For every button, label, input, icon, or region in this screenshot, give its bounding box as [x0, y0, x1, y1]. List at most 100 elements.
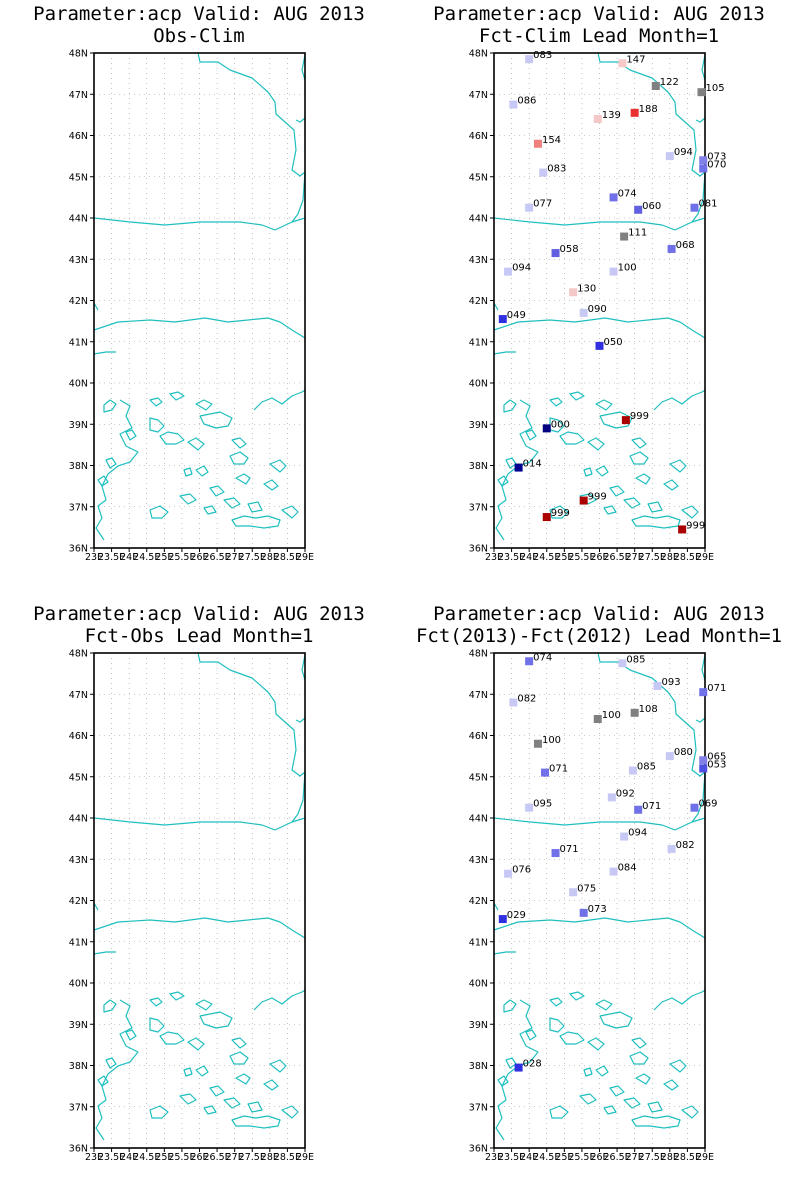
map-gridlines: [94, 53, 305, 548]
station-value-label: 028: [523, 1059, 542, 1070]
coastline: [503, 999, 517, 1013]
coastline: [599, 1011, 633, 1029]
station-marker: [542, 513, 551, 522]
lat-tick-label: 41N: [69, 937, 88, 948]
lat-tick-label: 44N: [469, 814, 488, 825]
coastline: [629, 451, 649, 465]
lon-tick-label: 25E: [155, 1152, 173, 1163]
lat-tick-label: 38N: [69, 461, 88, 472]
lon-tick-label: 26.5E: [204, 552, 231, 563]
station-value-label: 100: [618, 263, 637, 274]
coastline: [149, 505, 169, 519]
lat-tick-label: 36N: [69, 544, 88, 555]
coastline: [203, 505, 217, 515]
station-value-label: 122: [660, 77, 679, 88]
coastline: [291, 771, 306, 823]
lon-tick-label: 23E: [485, 1152, 503, 1163]
coastline: [609, 1085, 625, 1097]
station-marker: [618, 59, 627, 68]
station-value-label: 074: [618, 188, 637, 199]
lon-tick-label: 25E: [555, 1152, 573, 1163]
coastline: [209, 1085, 225, 1097]
lon-tick-label: 27E: [226, 1152, 244, 1163]
coastline: [295, 117, 306, 123]
station-marker: [498, 315, 507, 324]
station-value-label: 092: [616, 788, 635, 799]
station-marker: [690, 803, 699, 812]
station-marker: [514, 463, 523, 472]
station-marker: [690, 203, 699, 212]
lat-tick-label: 46N: [69, 131, 88, 142]
lon-tick-label: 24.5E: [133, 1152, 160, 1163]
station-marker: [540, 768, 549, 777]
lat-tick-label: 39N: [69, 420, 88, 431]
station-marker: [551, 849, 560, 858]
station-value-label: 154: [542, 135, 561, 146]
lat-tick-label: 42N: [469, 896, 488, 907]
station-marker: [525, 55, 534, 64]
coastline: [695, 117, 706, 123]
coastline: [235, 1073, 251, 1085]
lat-tick-label: 47N: [69, 690, 88, 701]
station-marker: [634, 205, 643, 214]
coastline: [635, 473, 651, 485]
coastline: [247, 1101, 263, 1113]
lat-tick-label: 40N: [469, 379, 488, 390]
station-marker: [593, 715, 602, 723]
lat-tick-label: 48N: [69, 649, 88, 660]
lat-tick-label: 41N: [469, 337, 488, 348]
coastline: [579, 1093, 597, 1105]
station-value-label: 085: [626, 654, 645, 665]
lat-tick-label: 37N: [469, 502, 488, 513]
station-marker: [533, 139, 542, 148]
station-marker: [609, 267, 618, 276]
lat-tick-label: 41N: [469, 937, 488, 948]
station-value-label: 075: [577, 883, 596, 894]
coastline: [647, 1101, 663, 1113]
station-marker: [533, 739, 542, 748]
lon-tick-label: 26E: [590, 1152, 608, 1163]
coastline: [103, 399, 117, 413]
coastline: [525, 429, 537, 441]
station-marker: [665, 752, 674, 761]
station-marker: [607, 793, 616, 802]
lon-tick-label: 29E: [696, 1152, 714, 1163]
coastline: [169, 991, 185, 1001]
coastline: [647, 501, 663, 513]
station-value-label: 082: [676, 840, 695, 851]
coastline: [105, 457, 117, 469]
lat-tick-label: 48N: [469, 49, 488, 60]
coastline: [269, 1059, 287, 1073]
coastline: [569, 991, 585, 1001]
lat-tick-label: 45N: [469, 772, 488, 783]
station-marker: [667, 844, 676, 853]
station-value-label: 084: [618, 863, 637, 874]
station-marker: [569, 288, 578, 297]
coastline: [93, 951, 116, 955]
lat-tick-label: 46N: [469, 131, 488, 142]
lat-tick-label: 45N: [69, 172, 88, 183]
station-value-label: 100: [542, 735, 561, 746]
panel-title-line2: Fct(2013)-Fct(2012) Lead Month=1: [416, 625, 782, 647]
lat-tick-label: 46N: [469, 731, 488, 742]
lon-tick-label: 27E: [626, 552, 644, 563]
lat-tick-label: 46N: [69, 731, 88, 742]
coastline: [669, 459, 687, 473]
station-value-label: 068: [676, 240, 695, 251]
lon-tick-label: 27.5E: [639, 552, 666, 563]
lon-tick-label: 28E: [661, 552, 679, 563]
coastline: [93, 817, 306, 831]
coastline: [263, 479, 279, 491]
coastline: [597, 652, 706, 777]
station-marker: [667, 244, 676, 253]
coastline: [595, 1065, 609, 1077]
station-value-label: 999: [630, 411, 649, 422]
coastline: [587, 437, 605, 451]
station-value-label: 070: [707, 160, 726, 171]
lat-tick-label: 44N: [469, 214, 488, 225]
lon-tick-label: 23.5E: [98, 1152, 125, 1163]
station-marker: [653, 682, 662, 690]
coastline: [623, 1097, 641, 1109]
